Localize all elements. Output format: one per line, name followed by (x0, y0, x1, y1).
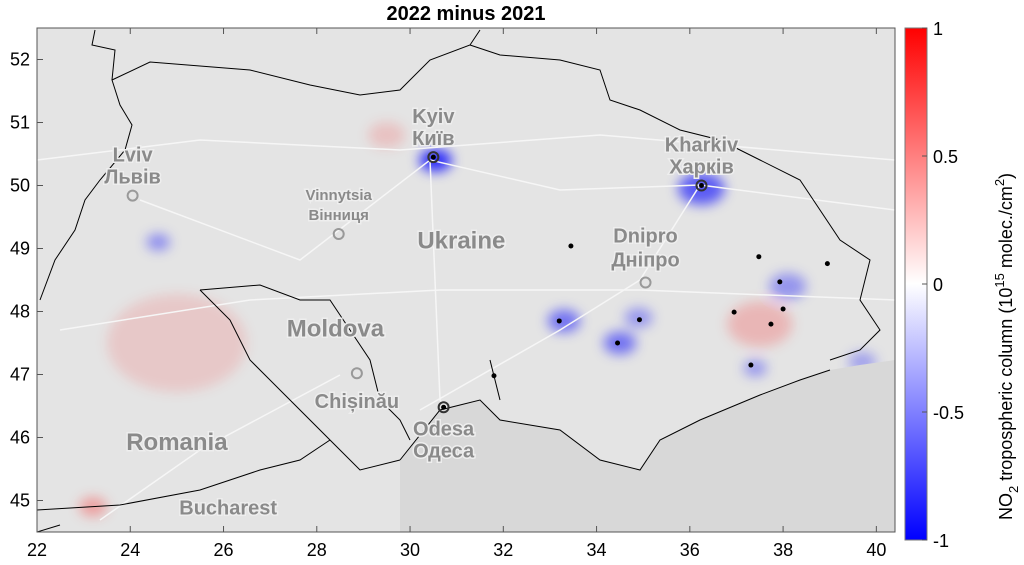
city-label-local: Вінниця (309, 207, 369, 224)
x-tick-label: 30 (400, 540, 420, 560)
city-marker (437, 401, 450, 414)
colorbar-tick-label: 0 (933, 275, 943, 295)
y-tick-label: 52 (10, 50, 30, 70)
point-source (731, 309, 737, 315)
y-tick-label: 48 (10, 302, 30, 322)
x-tick-label: 32 (493, 540, 513, 560)
y-tick-label: 45 (10, 491, 30, 511)
country-label: Ukraine (417, 228, 505, 255)
point-source (756, 254, 762, 260)
colorbar-tick-label: -1 (933, 531, 949, 551)
y-tick-label: 50 (10, 176, 30, 196)
x-tick-label: 22 (27, 540, 47, 560)
city-label: Chișinău (315, 391, 399, 413)
point-source (636, 317, 642, 323)
map-title: 2022 minus 2021 (387, 3, 546, 25)
city-label-local: Київ (412, 128, 454, 150)
colorbar-tick-label: 1 (933, 19, 943, 39)
x-tick-label: 28 (307, 540, 327, 560)
anomaly-9 (106, 294, 247, 392)
point-source (568, 243, 574, 249)
x-tick-label: 38 (773, 540, 793, 560)
city-label-local: Львів (104, 167, 160, 189)
city-label-local: Харків (669, 157, 734, 179)
colorbar-label: NO2 tropospheric column (1015 molec./cm2… (992, 173, 1021, 520)
city-label-local: Дніпро (611, 250, 679, 272)
city-marker (695, 179, 708, 192)
city-marker (126, 189, 139, 202)
city-marker (332, 228, 345, 241)
anomaly-7 (146, 234, 170, 251)
y-tick-label: 47 (10, 365, 30, 385)
anomaly-5 (769, 273, 807, 300)
y-tick-label: 51 (10, 113, 30, 133)
point-source (777, 279, 783, 285)
city-label: Kharkiv (665, 135, 739, 157)
city-marker (639, 276, 652, 289)
city-label: Vinnytsia (305, 187, 372, 204)
anomaly-2 (547, 309, 581, 333)
country-label: Moldova (287, 316, 385, 343)
x-tick-label: 40 (866, 540, 886, 560)
country-label: Romania (126, 429, 228, 456)
anomaly-0 (419, 148, 453, 172)
colorbar-tick-label: -0.5 (933, 403, 964, 423)
city-marker-dot (698, 183, 704, 188)
black-sea (400, 360, 895, 532)
point-source (491, 373, 497, 379)
anomaly-6 (743, 360, 767, 377)
city-label: Dnipro (613, 226, 677, 248)
place-label: Bucharest (179, 497, 277, 519)
y-tick-label: 46 (10, 428, 30, 448)
city-marker-dot (441, 404, 447, 410)
country-borders (37, 29, 881, 532)
anomaly-8 (727, 301, 793, 347)
city-label: Kyiv (412, 106, 455, 128)
anomaly-1 (678, 172, 725, 205)
colorbar-tick-label: 0.5 (933, 147, 958, 167)
road-network (37, 134, 895, 521)
x-tick-label: 24 (120, 540, 140, 560)
y-tick-label: 49 (10, 239, 30, 259)
point-source (780, 306, 786, 312)
point-source (824, 261, 830, 267)
x-tick-label: 36 (680, 540, 700, 560)
point-source (556, 318, 562, 324)
x-tick-label: 34 (587, 540, 607, 560)
point-source (615, 340, 621, 346)
city-label-local: Одеса (413, 440, 475, 462)
anomaly-10 (368, 122, 406, 149)
city-label: Lviv (113, 145, 154, 167)
city-marker (350, 367, 363, 380)
city-label: Odesa (413, 418, 475, 440)
city-marker-dot (430, 154, 436, 160)
city-marker (427, 151, 440, 164)
x-tick-label: 26 (214, 540, 234, 560)
point-source (768, 321, 774, 327)
point-source (748, 362, 754, 368)
plot-frame (36, 27, 896, 533)
